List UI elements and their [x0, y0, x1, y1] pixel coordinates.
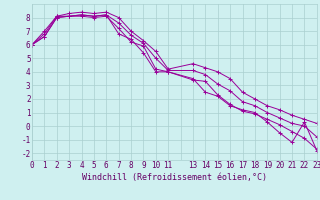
X-axis label: Windchill (Refroidissement éolien,°C): Windchill (Refroidissement éolien,°C)	[82, 173, 267, 182]
